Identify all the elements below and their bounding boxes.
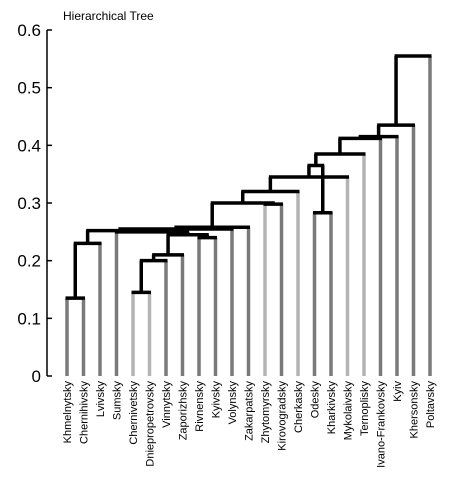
x-tick-label: Lvivsky: [95, 381, 107, 418]
x-tick-label: Dniepropetrovsky: [145, 381, 157, 467]
y-tick-label: 0.4: [17, 136, 41, 155]
leaf-lines: [65, 55, 432, 376]
y-tick-label: 0: [32, 367, 41, 386]
x-tick-label: Ternoplisky: [359, 381, 371, 437]
y-axis: 0 0.1 0.2 0.3 0.4 0.5 0.6: [17, 21, 52, 386]
y-tick-label: 0.6: [17, 21, 41, 40]
x-tick-label: Zakarpatsky: [244, 381, 256, 441]
x-tick-label: Vinnytsky: [161, 381, 173, 428]
x-tick-label: Kirovogradsky: [277, 381, 289, 451]
x-tick-label: Sumsky: [112, 381, 124, 421]
y-tick-label: 0.5: [17, 79, 41, 98]
x-tick-label: Rivnensky: [194, 381, 206, 432]
x-tick-label: Khmelnytsky: [62, 381, 74, 444]
x-tick-label: Khersonsky: [409, 381, 421, 439]
x-tick-label: Zaporizhsky: [178, 381, 190, 441]
dendrogram-links: [65, 54, 432, 300]
x-tick-label: Chernihivsky: [79, 381, 91, 444]
x-tick-label: Cherkasky: [293, 381, 305, 433]
y-tick-label: 0.3: [17, 194, 41, 213]
chart-title: Hierarchical Tree: [63, 9, 154, 23]
x-tick-label: Mykolaivsky: [343, 381, 355, 441]
x-tick-label: Zhytomyrsky: [260, 381, 272, 444]
x-tick-label: Odesky: [310, 381, 322, 419]
x-tick-label: Kyivsky: [211, 381, 223, 419]
x-tick-label: Chernivetsky: [128, 381, 140, 445]
x-tick-label: Kharkivsky: [326, 381, 338, 435]
x-tick-label: Ivano-Frankovsky: [376, 381, 388, 468]
x-tick-label: Kyiv: [392, 381, 404, 402]
x-tick-label: Poltavsky: [425, 381, 437, 429]
x-tick-label: Volynsky: [227, 381, 239, 425]
y-tick-label: 0.2: [17, 252, 41, 271]
y-tick-label: 0.1: [17, 309, 41, 328]
x-tick-labels: Khmelnytsky Chernihivsky Lvivsky Sumsky Cher…: [62, 381, 437, 468]
